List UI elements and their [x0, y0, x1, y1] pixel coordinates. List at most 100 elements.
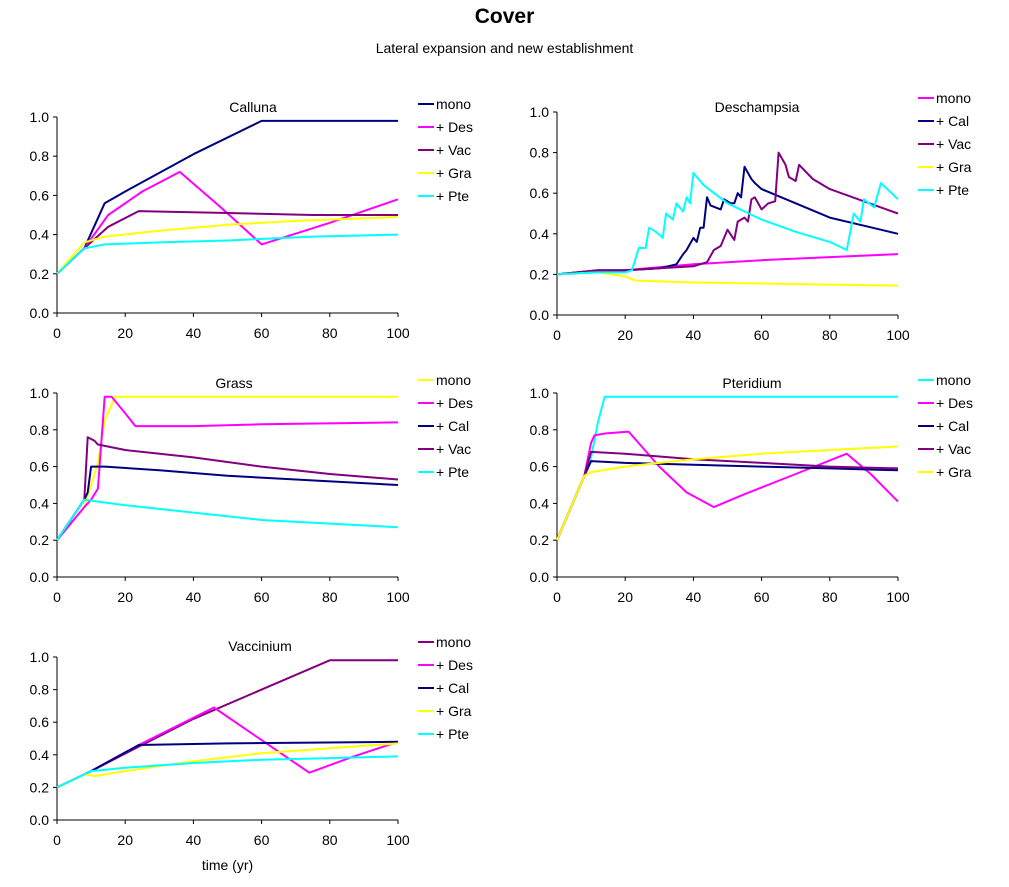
y-tick-label: 1.0 — [30, 385, 50, 401]
series-line-mono — [56, 119, 398, 275]
x-tick-label: 20 — [617, 327, 633, 343]
x-tick-label: 80 — [322, 325, 338, 341]
x-tick-label: 40 — [186, 589, 202, 605]
legend-label: + Pte — [436, 726, 469, 742]
series-line-gra — [56, 216, 399, 275]
y-tick-label: 0.8 — [30, 148, 50, 164]
series-line-vac — [556, 151, 899, 276]
series-line-cal — [56, 740, 399, 789]
y-tick-label: 0.4 — [530, 495, 550, 511]
x-tick-label: 20 — [117, 589, 133, 605]
series-line-gra — [556, 445, 899, 541]
y-tick-label: 0.8 — [30, 422, 50, 438]
x-axis-label: time (yr) — [202, 857, 253, 873]
legend-label: + Des — [936, 395, 973, 411]
chart-title: Deschampsia — [715, 99, 800, 115]
x-tick-label: 100 — [386, 832, 410, 848]
y-tick-label: 0.8 — [30, 682, 50, 698]
legend-label: + Vac — [936, 136, 971, 152]
y-tick-label: 0.0 — [30, 305, 50, 321]
y-tick-label: 0.0 — [30, 812, 50, 828]
x-tick-label: 20 — [117, 325, 133, 341]
legend-label: mono — [936, 372, 971, 388]
series-line-des — [56, 395, 399, 541]
legend-label: mono — [436, 634, 471, 650]
x-tick-label: 20 — [617, 589, 633, 605]
x-tick-label: 80 — [822, 327, 838, 343]
series-line-mono — [56, 659, 398, 789]
x-tick-label: 100 — [386, 589, 410, 605]
y-tick-label: 1.0 — [530, 104, 550, 120]
legend-label: + Vac — [436, 441, 471, 457]
x-tick-label: 80 — [322, 589, 338, 605]
y-tick-label: 1.0 — [530, 385, 550, 401]
chart-title: Grass — [215, 375, 252, 391]
x-tick-label: 40 — [186, 325, 202, 341]
legend-label: mono — [936, 90, 971, 106]
y-tick-label: 0.0 — [530, 569, 550, 585]
x-tick-label: 100 — [886, 327, 910, 343]
x-tick-label: 0 — [553, 589, 561, 605]
legend-label: mono — [436, 96, 471, 112]
y-tick-label: 0.6 — [530, 185, 550, 201]
legend-label: + Vac — [936, 441, 971, 457]
legend-label: + Cal — [936, 418, 969, 434]
x-tick-label: 0 — [553, 327, 561, 343]
x-tick-label: 20 — [117, 832, 133, 848]
y-tick-label: 0.4 — [530, 226, 550, 242]
series-line-pte — [56, 498, 399, 541]
series-line-gra — [56, 742, 399, 789]
series-line-pte — [56, 233, 399, 275]
y-tick-label: 0.4 — [30, 227, 50, 243]
chart-deschampsia: 0.0 0.2 0.4 0.6 0.8 1.0 0 20 40 60 80 100 Deschampsi… — [530, 90, 972, 343]
x-tick-label: 60 — [254, 832, 270, 848]
series-line-mono — [56, 395, 398, 541]
series-line-pte — [56, 755, 399, 789]
legend-label: + Pte — [436, 464, 469, 480]
x-tick-label: 80 — [822, 589, 838, 605]
series-line-vac — [56, 436, 399, 541]
legend-label: + Gra — [436, 165, 472, 181]
page-title: Cover — [474, 5, 535, 28]
x-tick-label: 100 — [886, 589, 910, 605]
legend-label: + Cal — [936, 113, 969, 129]
series-line-gra — [556, 271, 899, 287]
y-tick-label: 0.2 — [530, 266, 550, 282]
series-line-des — [556, 430, 899, 541]
y-tick-label: 0.2 — [30, 779, 50, 795]
y-tick-label: 0.8 — [530, 145, 550, 161]
x-tick-label: 0 — [53, 589, 61, 605]
legend-label: + Des — [436, 395, 473, 411]
legend-label: + Pte — [436, 188, 469, 204]
x-tick-label: 0 — [53, 832, 61, 848]
y-tick-label: 0.6 — [30, 459, 50, 475]
series-line-mono — [556, 253, 899, 276]
y-tick-label: 0.2 — [30, 532, 50, 548]
x-tick-label: 0 — [53, 325, 61, 341]
series-line-vac — [556, 450, 899, 541]
x-tick-label: 60 — [254, 589, 270, 605]
legend-label: mono — [436, 372, 471, 388]
series-line-des — [56, 170, 399, 275]
y-tick-label: 0.0 — [30, 569, 50, 585]
y-tick-label: 0.6 — [530, 459, 550, 475]
y-tick-label: 1.0 — [30, 109, 50, 125]
x-tick-label: 100 — [386, 325, 410, 341]
x-tick-label: 60 — [254, 325, 270, 341]
x-tick-label: 60 — [754, 327, 770, 343]
legend-label: + Cal — [436, 418, 469, 434]
y-tick-label: 0.6 — [30, 187, 50, 203]
y-tick-label: 0.6 — [30, 714, 50, 730]
x-tick-label: 60 — [754, 589, 770, 605]
chart-title: Calluna — [229, 99, 277, 115]
chart-grass: 0.0 0.2 0.4 0.6 0.8 1.0 0 20 40 60 80 100 Grass mono +… — [30, 372, 473, 605]
legend-label: + Vac — [436, 142, 471, 158]
x-tick-label: 80 — [322, 832, 338, 848]
chart-vaccinium: 0.0 0.2 0.4 0.6 0.8 1.0 0 20 40 60 80 100 Vaccinium m… — [30, 634, 473, 873]
legend-label: + Cal — [436, 680, 469, 696]
series-line-cal — [556, 165, 899, 276]
chart-calluna: 0.0 0.2 0.4 0.6 0.8 1.0 0 20 40 60 80 100 Calluna mon… — [30, 96, 473, 341]
y-tick-label: 0.2 — [530, 532, 550, 548]
chart-title: Pteridium — [722, 375, 781, 391]
chart-title: Vaccinium — [228, 638, 292, 654]
